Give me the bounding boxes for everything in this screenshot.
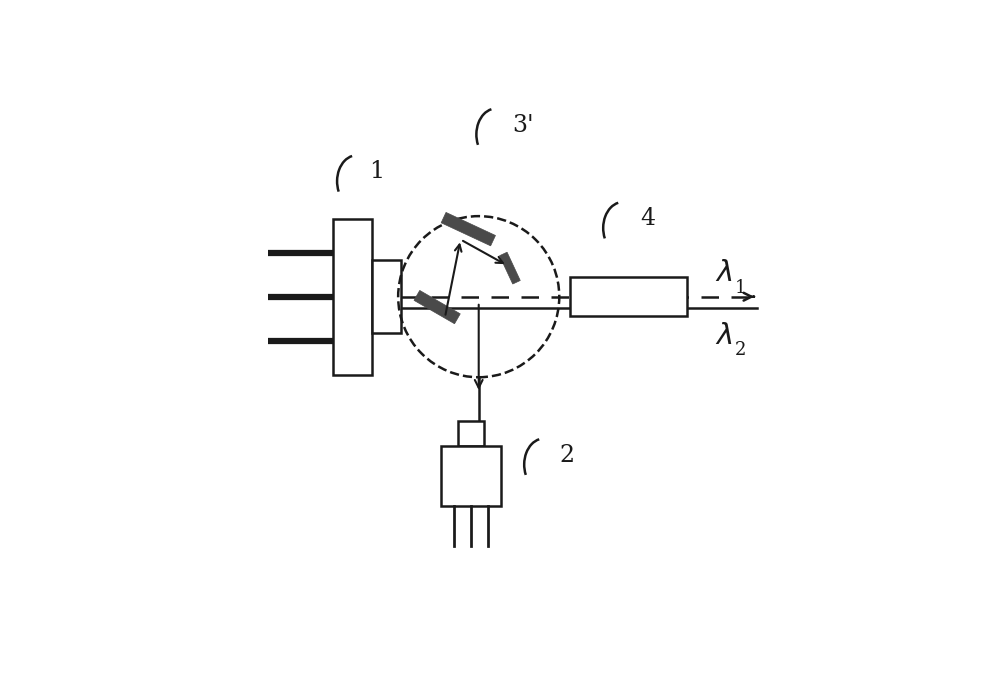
Polygon shape <box>441 213 495 246</box>
Bar <box>458 421 484 446</box>
Text: $\lambda$: $\lambda$ <box>715 322 733 350</box>
Text: 2: 2 <box>559 443 574 466</box>
Bar <box>570 277 687 317</box>
Text: 3': 3' <box>512 113 534 136</box>
Bar <box>333 219 372 375</box>
Bar <box>441 446 501 506</box>
Text: 1: 1 <box>370 161 385 184</box>
Text: 2: 2 <box>735 342 746 359</box>
Bar <box>372 261 401 333</box>
Text: 4: 4 <box>640 207 655 230</box>
Polygon shape <box>414 290 460 324</box>
Text: 1: 1 <box>735 279 746 297</box>
Text: $\lambda$: $\lambda$ <box>715 259 733 288</box>
Polygon shape <box>500 252 520 284</box>
